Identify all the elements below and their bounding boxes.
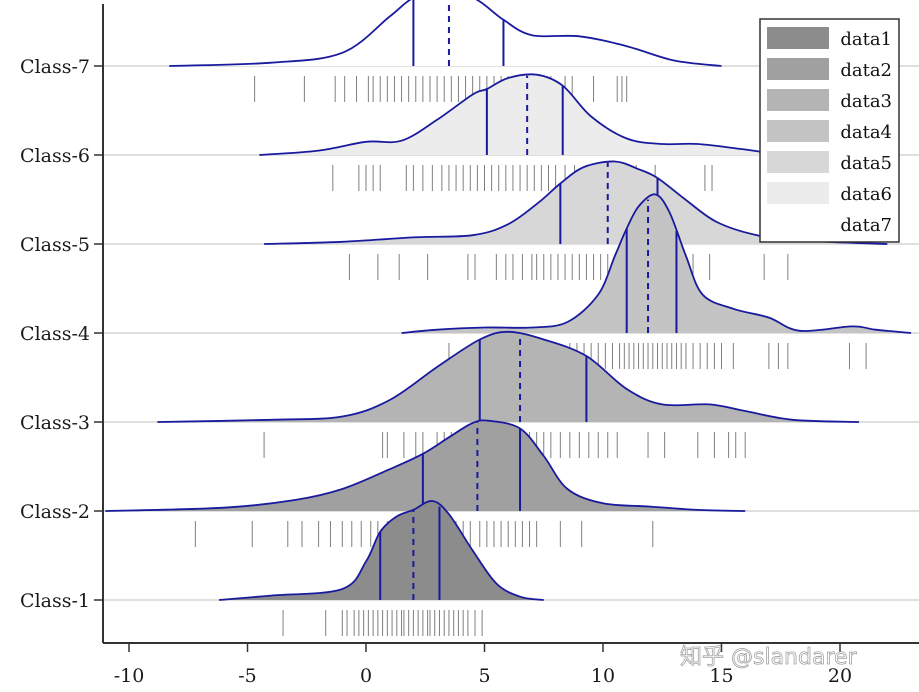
density-curve <box>218 500 544 601</box>
y-tick-label: Class-1 <box>20 590 90 612</box>
density-curve <box>105 419 746 512</box>
ridge-class-7 <box>169 0 722 102</box>
ridge-class-1 <box>218 500 544 636</box>
y-tick-label: Class-3 <box>20 412 90 434</box>
legend-swatch <box>767 89 829 111</box>
x-tick-label: 10 <box>591 665 615 687</box>
density-curve <box>157 330 859 423</box>
legend-label: data6 <box>840 184 892 205</box>
legend-label: data2 <box>840 60 892 81</box>
legend-swatch <box>767 213 829 235</box>
y-axis-ticks: Class-7 Class-6 Class-5 Class-4 Class-3 Class… <box>20 56 103 612</box>
y-tick-label: Class-6 <box>20 145 90 167</box>
density-fill <box>157 331 859 422</box>
x-tick-label: 5 <box>478 665 490 687</box>
y-tick-label: Class-7 <box>20 56 90 78</box>
x-axis-ticks: -10 -5 0 5 10 15 20 <box>114 643 852 687</box>
density-fill <box>169 0 722 66</box>
ridge-class-4 <box>401 193 912 369</box>
legend-swatch <box>767 27 829 49</box>
legend-swatch <box>767 151 829 173</box>
x-tick-label: 0 <box>360 665 372 687</box>
density-ridges <box>105 0 912 636</box>
legend-label: data3 <box>840 91 892 112</box>
density-fill <box>259 74 900 156</box>
x-tick-label: 15 <box>709 665 733 687</box>
axes <box>102 4 919 644</box>
legend-label: data1 <box>840 29 892 50</box>
density-fill <box>219 500 544 600</box>
x-tick-label: -10 <box>114 665 145 687</box>
x-tick-label: -5 <box>238 665 257 687</box>
y-tick-label: Class-4 <box>20 323 90 345</box>
watermark: 知乎 @slandarer <box>680 645 858 670</box>
density-curve <box>169 0 722 67</box>
y-tick-label: Class-2 <box>20 501 90 523</box>
legend-label: data4 <box>840 122 892 143</box>
density-curve <box>259 73 900 157</box>
legend-swatch <box>767 182 829 204</box>
legend-swatch <box>767 120 829 142</box>
x-tick-label: 20 <box>828 665 852 687</box>
legend-label: data7 <box>840 215 892 236</box>
legend-label: data5 <box>840 153 892 174</box>
legend-swatch <box>767 58 829 80</box>
density-fill <box>401 194 912 333</box>
density-curve <box>264 160 888 245</box>
density-fill <box>105 420 746 511</box>
density-fill <box>264 161 888 244</box>
density-curve <box>401 193 912 334</box>
y-tick-label: Class-5 <box>20 234 90 256</box>
legend: data1 data2 data3 data4 data5 data6 data7 <box>759 18 900 243</box>
